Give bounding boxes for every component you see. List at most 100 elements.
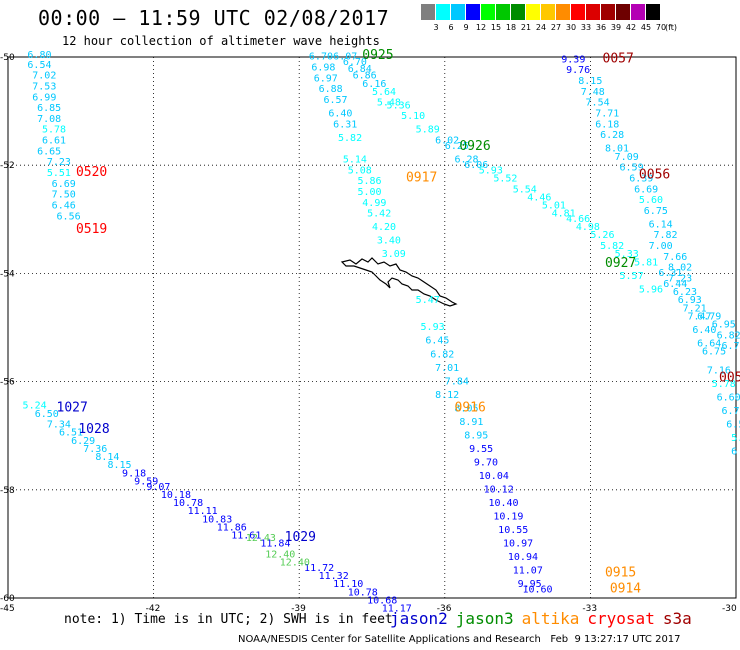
color-swatch-label: 3 — [433, 23, 439, 32]
wave-height-value: 10.18 — [161, 490, 191, 501]
color-swatch — [601, 4, 616, 20]
wave-height-value: 7.01 — [435, 363, 459, 374]
wave-height-value: 8.15 — [578, 76, 602, 87]
color-swatch — [496, 4, 511, 20]
wave-height-value: 5.01 — [542, 200, 566, 211]
wave-height-value: 3.09 — [382, 249, 406, 260]
wave-height-value: 7.08 — [37, 114, 61, 125]
wave-height-value: 5.78 — [712, 379, 736, 390]
pass-label: 0915 — [605, 565, 636, 580]
wave-height-value: 10.04 — [479, 471, 509, 482]
wave-height-value: 6.57 — [323, 95, 347, 106]
color-swatch — [451, 4, 466, 20]
color-swatch — [646, 4, 661, 20]
wave-height-value: 6.28 — [600, 130, 624, 141]
pass-id-labels: 0925 0057 0926 0520 0056 0917 0519 0927 005 1027 0… — [57, 48, 740, 596]
wave-height-value: 5.08 — [348, 165, 372, 176]
pass-label: 0925 — [362, 48, 393, 63]
wave-height-value: 9.70 — [474, 457, 498, 468]
wave-height-value: 5.10 — [401, 111, 425, 122]
wave-height-value: 6.70 — [343, 57, 367, 68]
longitude-tick-label: -39 — [291, 604, 306, 614]
wave-height-value: 10.83 — [202, 514, 232, 525]
pass-label: 1027 — [57, 400, 88, 415]
pass-label: 0926 — [459, 139, 490, 154]
wave-height-value: 7.54 — [586, 98, 610, 109]
wave-height-value: 6.84 — [348, 64, 372, 75]
wave-height-value: 7.21 — [683, 303, 707, 314]
pass-label: 0056 — [639, 168, 670, 183]
wave-height-value: 10.40 — [488, 498, 518, 509]
wave-height-value: 11.61 — [231, 530, 261, 541]
wave-height-value: 6.61 — [42, 136, 66, 147]
legend-s3a: s3a — [662, 609, 692, 628]
wave-height-value: 11.10 — [333, 579, 363, 590]
credit-line: NOAA/NESDIS Center for Satellite Applica… — [238, 634, 681, 645]
wave-height-value: 11.07 — [513, 566, 543, 577]
wave-height-value: 4.66 — [566, 214, 590, 225]
wave-height-value: 6.31 — [658, 268, 682, 279]
wave-height-value: 8.01 — [605, 144, 629, 155]
wave-height-value: 3.40 — [377, 236, 401, 247]
map-border — [7, 56, 737, 599]
wave-height-value: 10.68 — [367, 595, 397, 606]
color-swatch — [511, 4, 526, 20]
legend-jason2: jason2 — [390, 609, 448, 628]
wave-height-value: 6.40 — [328, 109, 352, 120]
latitude-tick-label: -54 — [0, 269, 15, 279]
wave-height-value: 6.45 — [425, 336, 449, 347]
wave-height-value: 6.28 — [455, 154, 479, 165]
color-swatch — [526, 4, 541, 20]
wave-height-value: 7.84 — [445, 376, 469, 387]
wave-height-value: 6.97 — [314, 73, 338, 84]
wave-height-value: 5.81 — [634, 257, 658, 268]
color-swatch — [421, 4, 436, 20]
color-swatch — [556, 4, 571, 20]
wave-height-value: 6.99 — [32, 92, 56, 103]
longitude-tick-label: -45 — [0, 604, 15, 614]
wave-height-value: 11.32 — [319, 571, 349, 582]
wave-height-value: 12.40 — [265, 549, 295, 560]
wave-height-value: 6.31 — [333, 119, 357, 130]
color-swatch — [571, 4, 586, 20]
pass-label: 0917 — [406, 170, 437, 185]
wave-height-value: 6.56 — [57, 211, 81, 222]
wave-height-value: 9.59 — [134, 476, 158, 487]
pass-label: 005 — [719, 371, 740, 386]
island-outline — [340, 257, 458, 307]
wave-height-value: 8.15 — [107, 460, 131, 471]
wave-height-value: 5.93 — [421, 322, 445, 333]
wave-height-value: 10.55 — [498, 525, 528, 536]
legend-altika: altika — [521, 609, 580, 628]
pass-label: 0057 — [603, 51, 634, 66]
satellite-legend: jason2 jason3 altika cryosat s3a — [390, 609, 700, 628]
wave-height-value: 7.66 — [663, 252, 687, 263]
color-swatch-label: 27 — [550, 23, 562, 32]
latitude-tick-label: -56 — [0, 378, 15, 388]
wave-height-value: 6.64 — [697, 338, 721, 349]
wave-height-value: 5.96 — [639, 284, 663, 295]
wave-height-value: 4.99 — [362, 198, 386, 209]
wave-height-value: 5.24 — [23, 401, 47, 412]
wave-height-value: 5.14 — [343, 154, 367, 165]
graticule — [7, 56, 737, 599]
wave-height-value: 8.91 — [459, 417, 483, 428]
wave-height-value: 6.51 — [59, 428, 83, 439]
wave-height-value: 7.53 — [32, 81, 56, 92]
wave-height-value: 6.85 — [37, 103, 61, 114]
wave-height-value: 9.95 — [518, 579, 542, 590]
wave-height-value: 8.05 — [455, 403, 479, 414]
wave-height-value: 5.26 — [590, 230, 614, 241]
wave-height-value: 9.76 — [566, 65, 590, 76]
color-swatch-label: 9 — [463, 23, 469, 32]
wave-height-value: 6.65 — [37, 146, 61, 157]
color-swatch-label: 18 — [505, 23, 517, 32]
axis-tick-labels: -50 -52 -54 -56 -58 -60-45 -42 -39 -36 -33 -30 — [0, 53, 737, 614]
wave-height-value: 6.69 — [52, 179, 76, 190]
wave-height-value: 5.42 — [367, 209, 391, 220]
wave-height-value: 6.75 — [702, 347, 726, 358]
chart-subtitle: 12 hour collection of altimeter wave hei… — [62, 34, 380, 48]
wave-height-value: 6.40 — [692, 325, 716, 336]
wave-height-value: 8.14 — [95, 452, 119, 463]
